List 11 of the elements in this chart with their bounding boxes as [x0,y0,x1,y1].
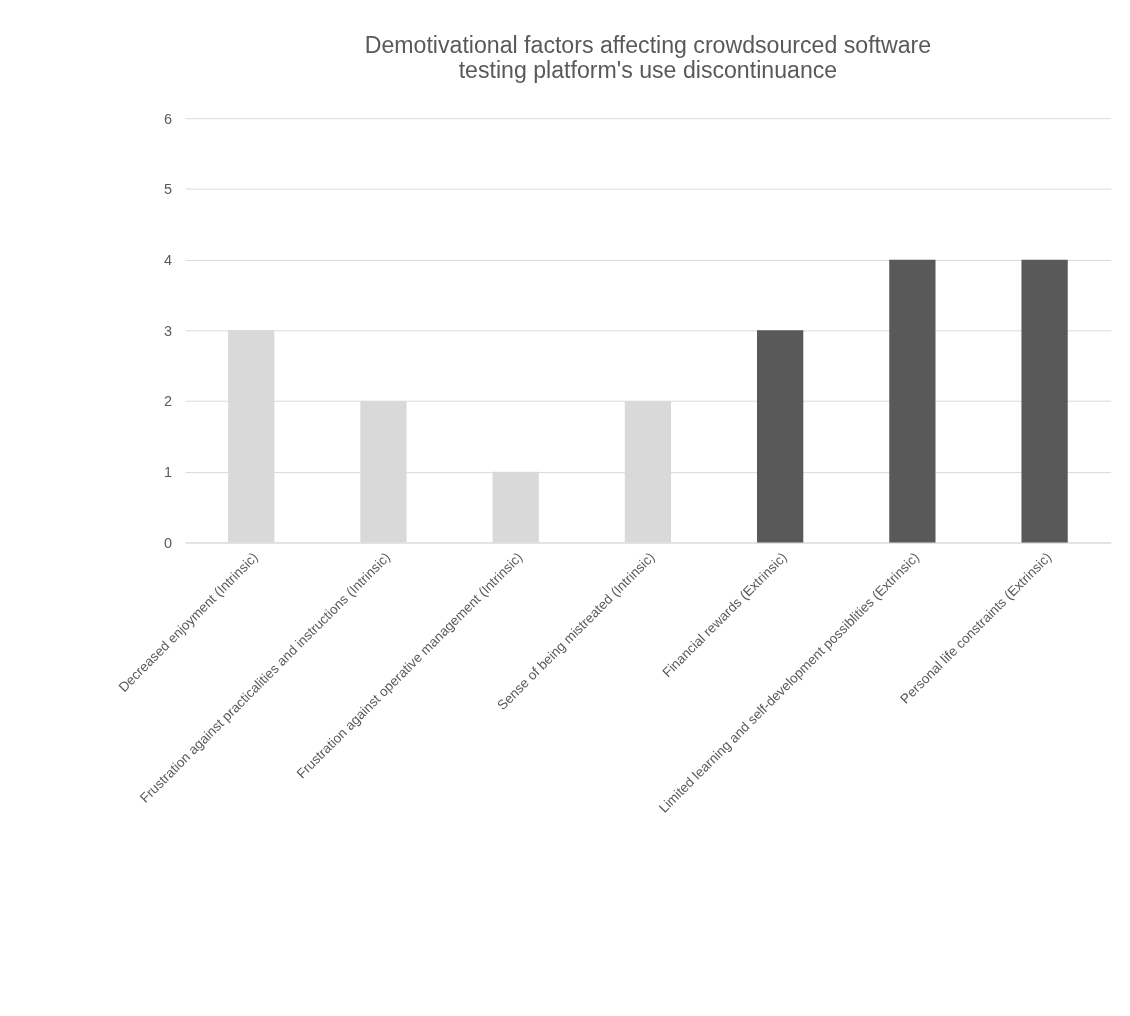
chart-title: Demotivational factors affecting crowdsourced software testing platform's use discontinuance [364,31,932,83]
y-tick-label: 3 [164,322,173,339]
y-tick-label: 2 [164,393,173,410]
y-tick-label: 6 [164,110,173,127]
y-tick-label: 0 [164,534,173,551]
bar [1021,259,1068,543]
y-tick-label: 1 [164,464,173,481]
y-tick-label: 4 [164,251,173,268]
bar [889,259,936,543]
y-tick-label: 5 [164,181,173,198]
bar [757,330,804,543]
